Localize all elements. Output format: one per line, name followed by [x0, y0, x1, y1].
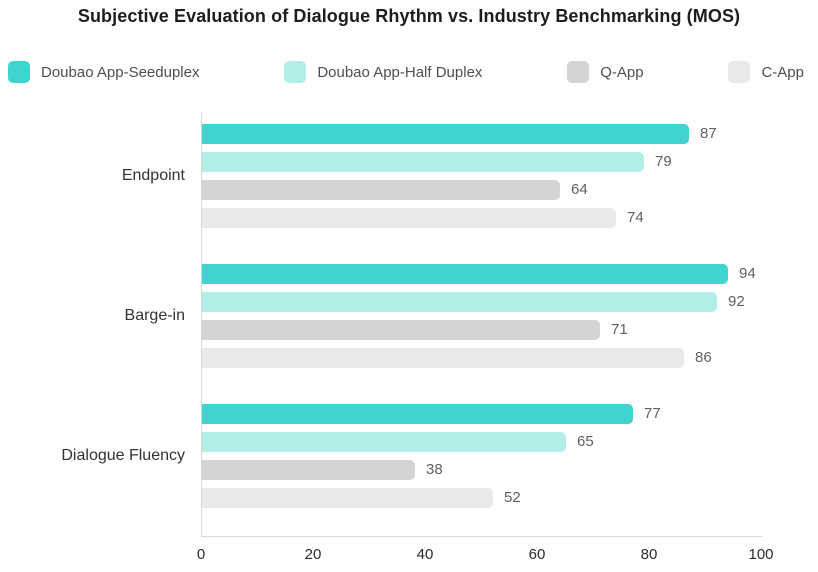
- bar-2-series-1: [202, 432, 566, 452]
- x-tick-80: 80: [640, 546, 658, 563]
- legend-swatch-icon: [728, 61, 751, 83]
- x-tick-20: 20: [304, 546, 322, 563]
- legend-label: Doubao App-Seeduplex: [41, 63, 200, 81]
- legend-item-1: Doubao App-Half Duplex: [284, 61, 482, 83]
- category-label-0: Endpoint: [121, 167, 185, 184]
- legend-label: Q-App: [600, 63, 644, 81]
- legend-label: C-App: [761, 63, 804, 81]
- category-label-2: Dialogue Fluency: [61, 447, 185, 464]
- bar-value-label: 87: [700, 125, 717, 142]
- legend-swatch-icon: [8, 61, 30, 83]
- bar-1-series-2: [202, 320, 600, 340]
- x-tick-40: 40: [416, 546, 434, 563]
- bar-2-series-0: [202, 404, 633, 424]
- bar-value-label: 92: [728, 293, 745, 310]
- legend: Doubao App-Seeduplex Doubao App-Half Dupl…: [8, 59, 804, 85]
- bar-0-series-2: [202, 180, 560, 200]
- x-tick-60: 60: [528, 546, 546, 563]
- bar-1-series-3: [202, 348, 684, 368]
- legend-item-2: Q-App: [567, 61, 644, 83]
- legend-item-3: C-App: [728, 61, 804, 83]
- bar-value-label: 74: [627, 209, 644, 226]
- bar-1-series-0: [202, 264, 728, 284]
- chart-title: Subjective Evaluation of Dialogue Rhythm…: [77, 6, 741, 26]
- bar-value-label: 52: [504, 489, 521, 506]
- legend-swatch-icon: [567, 61, 590, 83]
- bar-value-label: 38: [426, 461, 443, 478]
- bar-value-label: 71: [611, 321, 628, 338]
- x-tick-0: 0: [196, 546, 206, 563]
- category-label-1: Barge-in: [124, 307, 185, 324]
- bar-0-series-1: [202, 152, 644, 172]
- plot-area: 87 79 64 74 94 92 71 86 77 65 38 52: [201, 112, 762, 537]
- bar-value-label: 65: [577, 433, 594, 450]
- legend-item-0: Doubao App-Seeduplex: [8, 61, 199, 83]
- bar-value-label: 94: [739, 265, 756, 282]
- x-tick-100: 100: [748, 546, 774, 563]
- bar-value-label: 86: [695, 349, 712, 366]
- bar-value-label: 79: [655, 153, 672, 170]
- bar-1-series-1: [202, 292, 717, 312]
- bar-value-label: 77: [644, 405, 661, 422]
- bar-2-series-2: [202, 460, 415, 480]
- bar-value-label: 64: [571, 181, 588, 198]
- legend-label: Doubao App-Half Duplex: [317, 63, 483, 81]
- bar-0-series-3: [202, 208, 616, 228]
- bar-0-series-0: [202, 124, 689, 144]
- bar-2-series-3: [202, 488, 493, 508]
- legend-swatch-icon: [284, 61, 307, 83]
